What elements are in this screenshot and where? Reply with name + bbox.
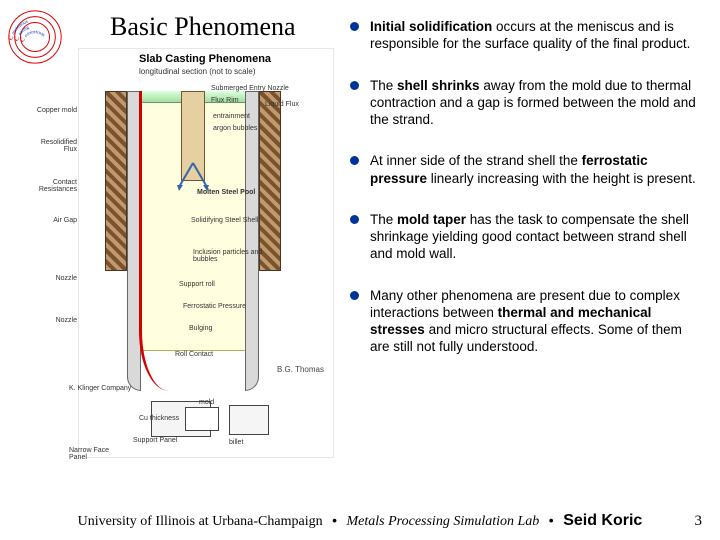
label-mold2: mold bbox=[199, 399, 214, 406]
bullet-item: Initial solidification occurs at the men… bbox=[350, 18, 704, 53]
label-billet: billet bbox=[229, 439, 243, 446]
label-nozzle2: Nozzle bbox=[29, 317, 77, 324]
mold-inner bbox=[185, 407, 219, 431]
footer-dot-icon: • bbox=[326, 512, 343, 528]
label-nozzle: Nozzle bbox=[29, 275, 77, 282]
slab-casting-diagram: Slab Casting Phenomena longitudinal sect… bbox=[78, 48, 334, 458]
bullet-pre: The bbox=[370, 78, 397, 93]
label-support-roll: Support roll bbox=[179, 281, 215, 288]
bullet-item: The mold taper has the task to compensat… bbox=[350, 211, 704, 263]
label-sen: Submerged Entry Nozzle bbox=[211, 85, 289, 92]
label-roll-contact: Roll Contact bbox=[175, 351, 213, 358]
page-title: Basic Phenomena bbox=[110, 12, 296, 42]
bullet-bold: Initial solidification bbox=[370, 19, 492, 34]
bullet-pre: At inner side of the strand shell the bbox=[370, 153, 582, 168]
label-bulging: Bulging bbox=[189, 325, 212, 332]
label-narrow: Narrow Face Panel bbox=[69, 447, 119, 462]
label-support-panel: Support Panel bbox=[133, 437, 177, 444]
copper-mold-left bbox=[105, 91, 127, 271]
bullet-list: Initial solidification occurs at the men… bbox=[350, 18, 704, 380]
footer-lab: Metals Processing Simulation Lab bbox=[347, 514, 540, 529]
bullet-item: Many other phenomena are present due to … bbox=[350, 287, 704, 356]
label-inclusion: Inclusion particles and bubbles bbox=[193, 249, 263, 264]
footer: University of Illinois at Urbana-Champai… bbox=[0, 512, 720, 530]
diagram-subtitle: longitudinal section (not to scale) bbox=[139, 67, 256, 76]
bullet-item: At inner side of the strand shell the fe… bbox=[350, 152, 704, 187]
label-liquid-flux: Liquid Flux bbox=[265, 101, 299, 108]
label-air-gap: Air Gap bbox=[29, 217, 77, 224]
footer-author: Seid Koric bbox=[563, 512, 642, 529]
footer-dot-icon: • bbox=[543, 512, 560, 528]
bullet-bold: shell shrinks bbox=[397, 78, 480, 93]
shell-right bbox=[245, 91, 259, 391]
label-solidifying: Solidifying Steel Shell bbox=[191, 217, 258, 224]
ccc-logo: C ontinuous C asting C onsortium bbox=[4, 6, 66, 68]
label-klinger: K. Klinger Company bbox=[69, 385, 131, 392]
diagram-title: Slab Casting Phenomena bbox=[139, 53, 271, 65]
label-resolid-flux: Resolidified Flux bbox=[29, 139, 77, 154]
label-ferrostatic: Ferrostatic Pressure bbox=[183, 303, 246, 310]
bullet-post: linearly increasing with the height is p… bbox=[427, 171, 696, 186]
footer-institution: University of Illinois at Urbana-Champai… bbox=[78, 514, 323, 529]
solidification-front bbox=[139, 91, 169, 391]
bullet-pre: The bbox=[370, 212, 397, 227]
billet-block bbox=[229, 405, 269, 435]
label-contact-res: Contact Resistances bbox=[29, 179, 77, 194]
diagram-credit: B.G. Thomas bbox=[277, 365, 324, 374]
copper-mold-right bbox=[259, 91, 281, 271]
label-flux-rim: Flux Rim bbox=[211, 97, 239, 104]
label-molten-pool: Molten Steel Pool bbox=[197, 189, 255, 196]
bullet-bold: mold taper bbox=[397, 212, 466, 227]
label-argon: argon bubbles bbox=[213, 125, 257, 132]
label-copper-mold: Copper mold bbox=[29, 107, 77, 114]
label-entrainment: entrainment bbox=[213, 113, 250, 120]
bullet-item: The shell shrinks away from the mold due… bbox=[350, 77, 704, 129]
slide-number: 3 bbox=[695, 513, 703, 530]
label-cu-thick: Cu thickness bbox=[139, 415, 179, 422]
